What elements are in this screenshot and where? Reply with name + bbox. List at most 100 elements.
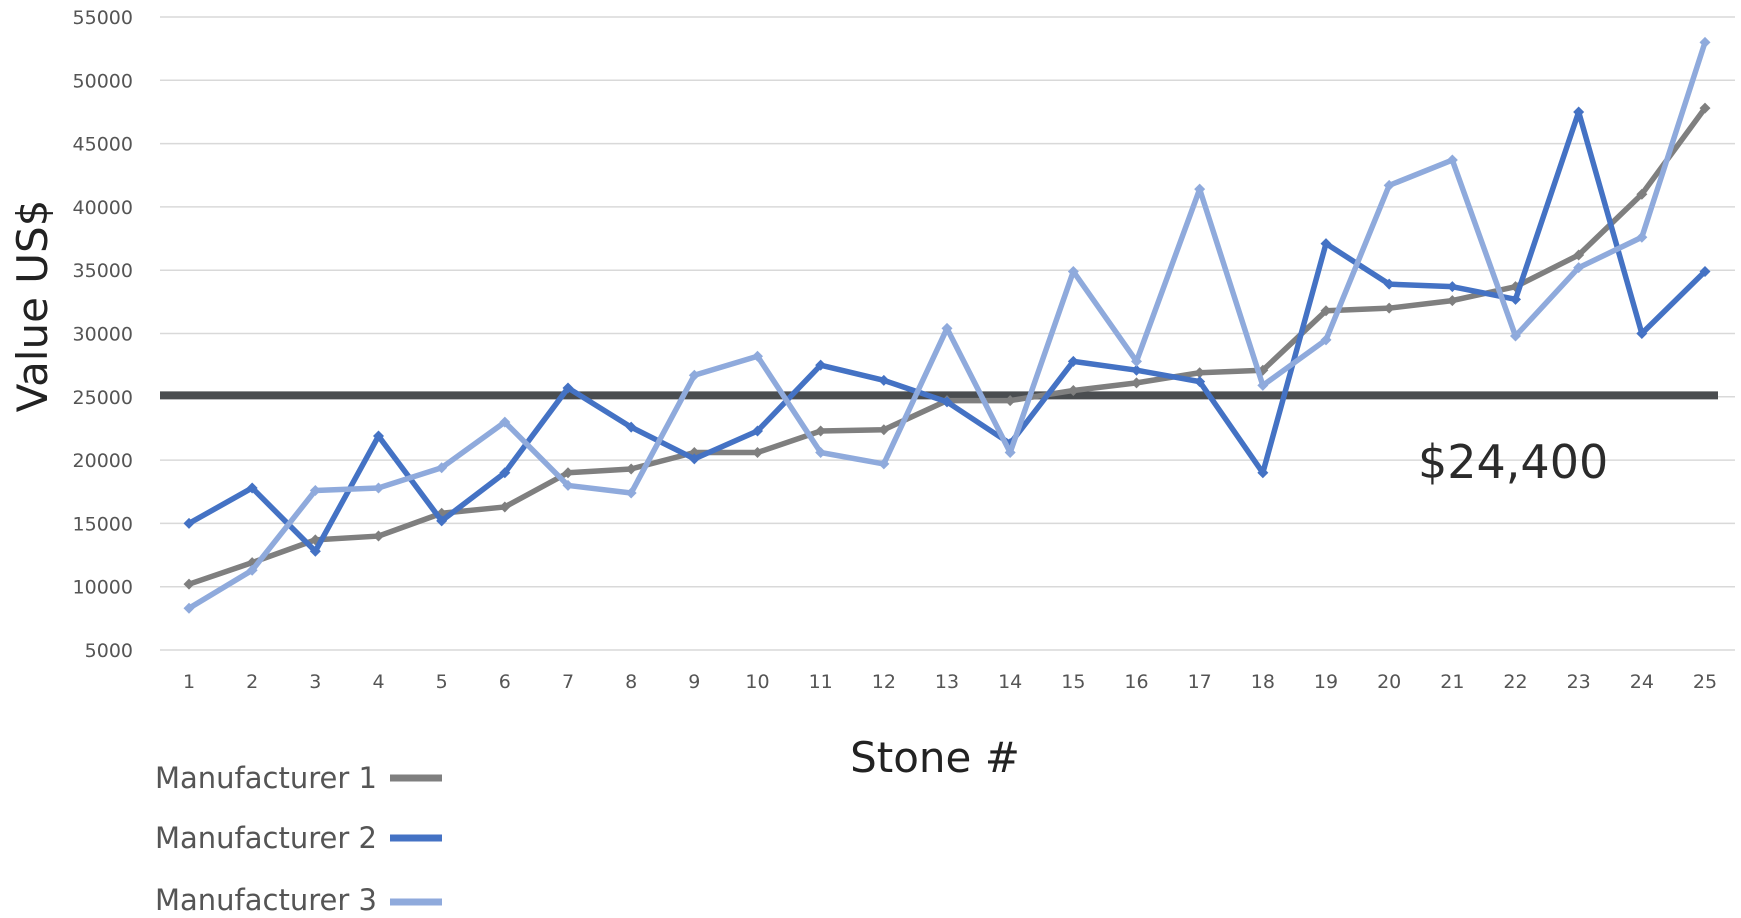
data-point [1320, 334, 1332, 346]
legend-item-manufacturer-3[interactable]: Manufacturer 3 [155, 883, 442, 917]
x-tick-label: 25 [1693, 671, 1717, 693]
x-tick-label: 10 [745, 671, 769, 693]
data-point [309, 545, 321, 557]
data-point [878, 424, 890, 436]
data-point [1446, 281, 1458, 293]
x-tick-label: 2 [246, 671, 258, 693]
data-point [1257, 467, 1269, 479]
y-tick-label: 10000 [73, 577, 133, 599]
x-tick-label: 20 [1377, 671, 1401, 693]
data-point [815, 359, 827, 371]
data-point [183, 602, 195, 614]
data-point [246, 482, 258, 494]
data-point [752, 350, 763, 362]
y-tick-label: 55000 [73, 7, 133, 29]
data-point [1131, 377, 1142, 389]
reference-line-label: $24,400 [1418, 435, 1608, 489]
x-tick-label: 3 [309, 671, 321, 693]
x-axis-title: Stone # [850, 733, 1020, 782]
x-tick-label: 6 [499, 671, 511, 693]
x-tick-label: 1 [183, 671, 195, 693]
legend-label: Manufacturer 3 [155, 883, 377, 917]
data-point [1004, 447, 1016, 459]
data-point [1131, 364, 1142, 376]
data-point [562, 479, 574, 491]
data-point [1636, 231, 1648, 243]
data-point [309, 484, 321, 496]
legend: Manufacturer 1 Manufacturer 2 Manufactur… [155, 761, 442, 917]
series-lines [183, 36, 1711, 614]
x-tick-label: 14 [998, 671, 1022, 693]
data-point [1573, 249, 1585, 261]
data-point [878, 374, 890, 386]
y-tick-label: 25000 [73, 387, 133, 409]
y-axis-ticks: 5000 10000 15000 20000 25000 30000 35000 40000 4… [73, 7, 133, 662]
data-point [625, 487, 637, 499]
data-point [499, 416, 511, 428]
x-tick-label: 24 [1630, 671, 1654, 693]
data-point [752, 425, 763, 437]
data-point [1320, 305, 1332, 317]
data-point [183, 517, 195, 529]
data-point [499, 467, 511, 479]
x-tick-label: 5 [436, 671, 448, 693]
series-manufacturer-3 [183, 36, 1711, 614]
data-point [562, 382, 574, 394]
y-axis-title: Value US$ [8, 200, 57, 413]
x-tick-label: 17 [1188, 671, 1212, 693]
data-point [183, 578, 195, 590]
x-tick-label: 21 [1440, 671, 1464, 693]
data-point [373, 482, 384, 494]
data-point [436, 462, 448, 474]
x-tick-label: 8 [625, 671, 637, 693]
data-point [373, 530, 384, 542]
y-tick-label: 30000 [73, 324, 133, 346]
data-point [1510, 293, 1521, 305]
x-tick-label: 13 [935, 671, 959, 693]
data-point [1067, 384, 1079, 396]
data-point [815, 425, 827, 437]
x-tick-label: 11 [809, 671, 833, 693]
x-tick-label: 9 [688, 671, 700, 693]
data-point [625, 463, 637, 475]
y-tick-label: 40000 [73, 197, 133, 219]
x-tick-label: 7 [562, 671, 574, 693]
x-tick-label: 19 [1314, 671, 1338, 693]
data-point [1699, 102, 1711, 114]
data-point [1067, 355, 1079, 367]
x-tick-label: 23 [1567, 671, 1591, 693]
legend-item-manufacturer-2[interactable]: Manufacturer 2 [155, 821, 442, 855]
data-point [1383, 302, 1395, 314]
data-point [941, 322, 953, 334]
data-point [1004, 395, 1016, 407]
y-tick-label: 50000 [73, 70, 133, 92]
data-point [1194, 376, 1206, 388]
data-point [625, 421, 637, 433]
data-point [1446, 295, 1458, 307]
data-point [562, 467, 574, 479]
x-tick-label: 12 [872, 671, 896, 693]
data-point [1636, 188, 1648, 200]
data-point [688, 453, 700, 465]
data-point [1383, 278, 1395, 290]
data-point [1320, 238, 1332, 250]
data-point [1573, 106, 1585, 118]
data-point [1194, 367, 1206, 379]
data-point [941, 396, 953, 408]
y-tick-label: 35000 [73, 260, 133, 282]
x-tick-label: 22 [1503, 671, 1527, 693]
data-point [1257, 379, 1269, 391]
data-point [1636, 328, 1648, 339]
legend-item-manufacturer-1[interactable]: Manufacturer 1 [155, 761, 442, 795]
y-tick-label: 20000 [73, 450, 133, 472]
data-point [1510, 330, 1521, 342]
data-point [1573, 262, 1585, 274]
data-point [1699, 36, 1711, 48]
data-point [246, 564, 258, 576]
data-point [1131, 355, 1142, 367]
legend-label: Manufacturer 2 [155, 821, 377, 855]
series-manufacturer-1 [183, 102, 1711, 590]
data-point [373, 430, 384, 442]
x-tick-label: 16 [1124, 671, 1148, 693]
